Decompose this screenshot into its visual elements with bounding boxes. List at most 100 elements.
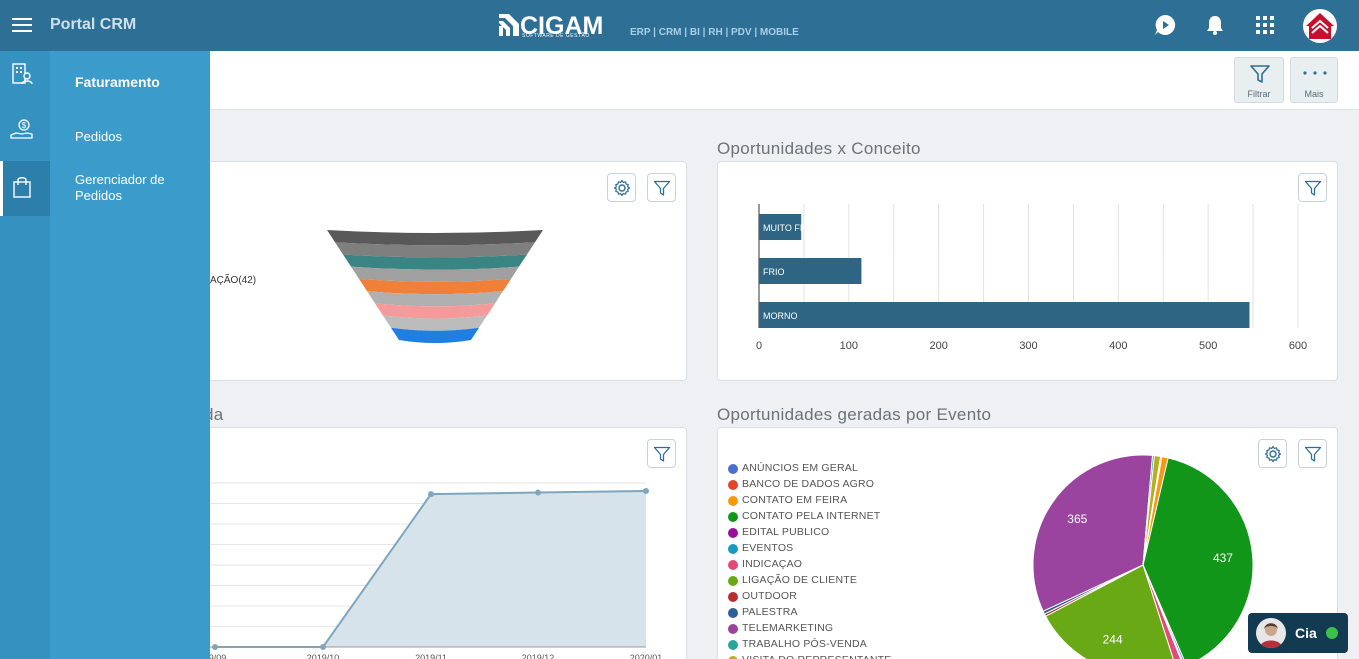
notification-bell-icon[interactable] [1202,12,1228,38]
legend-swatch [728,592,738,602]
pie-slice [1032,454,1154,612]
concept-chart-card: 0 100 200 300 400 500 600 MUITO FRIO FRIO MORNO [717,161,1338,381]
more-label: Mais [1304,89,1324,99]
legend-label: OUTDOOR [742,590,798,602]
funnel-layer [383,315,487,331]
data-point [643,488,649,494]
sidebar: Faturamento $ Pedidos Gerenciador de Ped… [0,51,210,659]
funnel-layer [335,242,535,258]
sidebar-item-pedidos[interactable]: $ Pedidos [0,106,210,161]
play-video-icon[interactable] [1152,12,1178,38]
pie-slice [1044,564,1174,659]
funnel-stage-label: AÇÃO(42) [210,275,257,286]
pie-chart: 437 244 365 [1032,454,1254,659]
legend-swatch [728,544,738,554]
top-bar: Portal CRM CIGAM SOFTWARE DE GESTÃO ERP … [0,0,1359,51]
sidebar-item-label: Faturamento [75,74,160,90]
sidebar-item-label: Pedidos [75,129,122,144]
settings-button[interactable] [1258,439,1287,468]
gear-icon [613,179,631,197]
legend-label: LIGAÇÃO DE CLIENTE [742,574,858,586]
x-tick-label: 300 [1019,340,1037,352]
more-dots-icon [1303,71,1327,75]
x-tick-label: 400 [1109,340,1127,352]
filter-label: Filtrar [1247,89,1271,99]
funnel-layer [359,278,511,295]
bar-chart: 0 100 200 300 400 500 600 MUITO FRIO FRIO MORNO [756,204,1307,352]
legend-swatch [728,576,738,586]
legend-label: EVENTOS [742,542,794,554]
cia-chat-button[interactable]: Cia [1248,613,1348,653]
legend-swatch [728,656,738,659]
bar [759,302,1250,328]
pie-slice [1142,564,1182,659]
funnel-layer [375,303,495,319]
bar-label: MUITO FRIO [763,223,816,233]
filter-button[interactable] [647,173,676,202]
x-tick-label: 600 [1289,340,1307,352]
legend-label: CONTATO EM FEIRA [742,494,848,506]
filter-icon [1304,446,1322,462]
funnel-layer [351,266,519,282]
x-tick-label: 500 [1199,340,1217,352]
funnel-layer [367,291,503,307]
legend-label: INDICAÇAO [742,558,803,570]
shopping-bag-icon [13,177,31,198]
pie-slice [1142,457,1254,659]
sidebar-item-faturamento[interactable]: Faturamento [0,51,210,106]
legend-label: BANCO DE DADOS AGRO [742,478,875,490]
apps-grid-icon[interactable] [1252,12,1278,38]
legend-swatch [728,496,738,506]
filter-icon [653,446,671,462]
legend-swatch [728,624,738,634]
x-tick-label: 200 [929,340,947,352]
filter-icon [1304,180,1322,196]
x-tick-label: 0 [756,340,762,352]
building-person-icon [12,63,33,85]
legend-swatch [728,560,738,570]
concept-chart-title: Oportunidades x Conceito [717,139,921,158]
sidebar-item-gerenciador-de-pedidos[interactable]: Gerenciador de Pedidos [0,161,210,216]
legend-swatch [728,464,738,474]
x-tick-label: 2020/01 [630,653,663,659]
legend-label: ANÚNCIOS EM GERAL [742,462,859,474]
x-tick-label: 2019/11 [415,653,447,659]
filter-button[interactable] [1298,439,1327,468]
x-tick-label: 100 [840,340,858,352]
x-tick-label: 2019/12 [522,653,555,659]
legend-label: VISITA DO REPRESENTANTE [742,654,892,659]
legend-label: CONTATO PELA INTERNET [742,510,881,522]
module-list: ERP | CRM | BI | RH | PDV | MOBILE [630,27,799,38]
legend-swatch [728,512,738,522]
online-status-indicator [1326,627,1338,639]
legend-swatch [728,480,738,490]
settings-button[interactable] [607,173,636,202]
funnel-layer [391,327,479,343]
filter-button[interactable]: Filtrar [1234,57,1284,103]
gear-icon [1264,445,1282,463]
more-button[interactable]: Mais [1290,57,1338,103]
assistant-avatar [1256,618,1286,648]
legend-label: TELEMARKETING [742,622,834,634]
legend-label: EDITAL PUBLICO [742,526,830,538]
cia-label: Cia [1295,625,1317,641]
x-tick-label: 19/09 [204,653,227,659]
content-toolbar: Filtrar Mais [210,51,1359,110]
pie-data-label: 365 [1067,512,1087,526]
data-point [535,489,541,496]
data-point [428,491,434,498]
sidebar-item-label: Gerenciador de Pedidos [75,172,165,203]
sidebar-rail [0,51,50,659]
filter-button[interactable] [647,439,676,468]
legend-swatch [728,608,738,618]
menu-icon[interactable] [10,13,34,37]
legend-label: PALESTRA [742,606,798,618]
pie-data-label: 244 [1103,632,1123,646]
pie-data-label: 437 [1213,551,1233,565]
legend-label: TRABALHO PÓS-VENDA [742,638,867,650]
logo-subtitle: SOFTWARE DE GESTÃO [522,33,590,39]
filter-button[interactable] [1298,173,1327,202]
funnel-chart [327,230,543,343]
company-house-logo-icon[interactable] [1302,8,1338,44]
filter-icon [1250,65,1270,83]
